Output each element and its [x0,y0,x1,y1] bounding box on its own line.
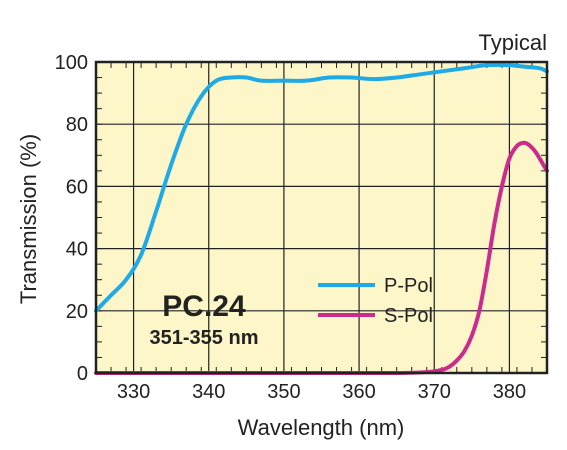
y-tick-label: 40 [66,239,88,261]
product-code-label: PC.24 [162,290,246,323]
y-tick-label: 100 [55,52,88,74]
legend-label-p-pol: P-Pol [384,275,433,297]
x-tick-label: 330 [117,381,150,403]
grid-lines [96,61,547,374]
y-tick-label: 80 [66,114,88,136]
legend: P-Pol S-Pol [318,275,433,327]
y-tick-label: 20 [66,301,88,323]
x-tick-label: 380 [493,381,526,403]
plot-background [96,62,547,373]
x-tick-label: 360 [342,381,375,403]
x-tick-label: 350 [267,381,300,403]
wavelength-range-label: 351-355 nm [150,327,259,349]
y-tick-labels: 0 20 40 60 80 100 [55,52,88,385]
x-tick-labels: 330 340 350 360 370 380 [117,381,526,403]
x-tick-label: 340 [192,381,225,403]
series-line-p-pol [94,62,549,313]
y-axis-title: Transmission (%) [16,134,41,304]
legend-label-s-pol: S-Pol [384,305,433,327]
y-tick-label: 60 [66,176,88,198]
typical-label: Typical [479,30,547,55]
plot-frame [94,60,549,375]
x-tick-label: 370 [418,381,451,403]
y-tick-label: 0 [77,363,88,385]
x-axis-title: Wavelength (nm) [238,415,405,440]
